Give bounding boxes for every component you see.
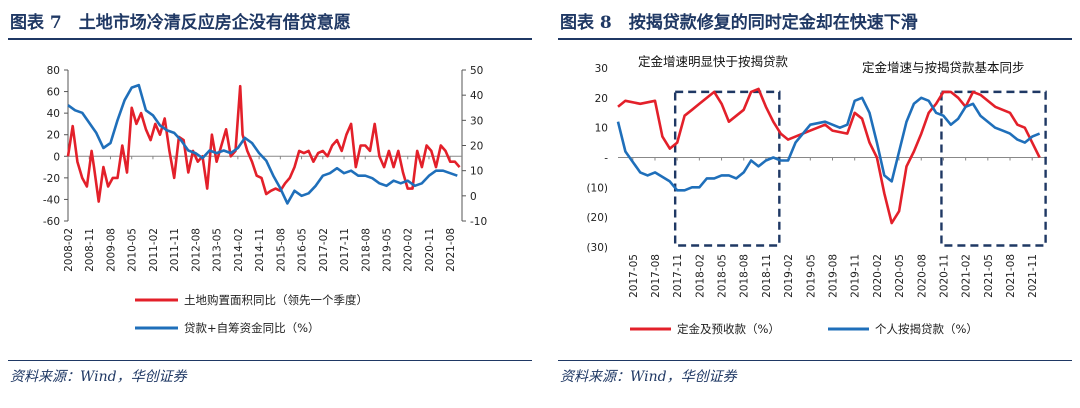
x-tick-label: 2018-11 [761,254,773,298]
y-tick-label-left: -60 [43,216,60,228]
land-loan-chart: -60 -40 -20 0 20 40 60 80 -10 0 10 20 30 40 50 2008-02 2… [43,65,487,335]
source-rule [8,360,532,361]
x-tick-label: 2009-08 [105,228,117,272]
x-tick-label: 2018-08 [360,228,372,272]
series-line-land [66,84,461,203]
x-tick-label: 2017-11 [339,228,351,272]
y-tick-label-right: 40 [470,90,483,102]
x-tick-label: 2019-05 [805,254,817,298]
chart-title: 图表 7 土地市场冷清反应房企没有借贷意愿 [10,13,351,33]
x-tick-label: 2020-11 [938,254,950,298]
series-line-mortgage [616,96,1041,192]
series-line-deposit [617,87,1041,225]
y-tick-label-left: 0 [53,151,60,163]
x-tick-label: 2017-02 [318,228,330,272]
y-tick-label-left: 40 [47,108,60,120]
annotation-label: 定金增速明显快于按揭贷款 [638,54,789,69]
highlight-box [673,90,781,247]
y-tick-label: (20) [586,212,608,224]
y-tick-label: 20 [595,93,608,105]
source-note: 资料来源：Wind，华创证券 [560,369,737,385]
y-tick-label-right: 30 [470,115,483,127]
x-tick-label: 2020-02 [872,254,884,298]
x-tick-label: 2021-08 [1005,254,1017,298]
x-tick-label: 2018-08 [739,254,751,298]
x-tick-label: 2017-11 [672,254,684,298]
title-rule [558,38,1072,40]
legend-label: 定金及预收款（%） [677,322,780,336]
source-rule [558,360,1072,361]
y-tick-label-left: -40 [43,194,60,206]
y-tick-label-right: 50 [470,65,483,77]
x-tick-label: 2020-11 [424,228,436,272]
x-tick-label: 2011-11 [169,228,181,272]
x-tick-label: 2008-02 [63,228,75,272]
y-tick-label-left: 80 [47,65,60,77]
x-tick-label: 2012-08 [190,228,202,272]
y-tick-label: (10) [586,182,608,194]
deposit-mortgage-chart: (30) (20) (10) - 10 20 30 2017-05 2017-08 2017-11… [586,54,1047,336]
x-tick-label: 2011-02 [148,228,160,272]
x-tick-label: 2021-05 [983,254,995,298]
legend-label: 贷款+自筹资金同比（%） [184,321,320,335]
y-tick-label-left: -20 [43,173,60,185]
x-tick-label: 2020-08 [916,254,928,298]
x-tick-label: 2019-08 [828,254,840,298]
y-tick-label: 10 [595,123,608,135]
y-tick-label: 30 [595,63,608,75]
chart-panel-left: 图表 7 土地市场冷清反应房企没有借贷意愿 -60 -40 -20 0 20 40 60 80… [8,13,532,385]
y-tick-label: (30) [586,242,608,254]
title-rule [8,38,532,40]
y-tick-label-left: 20 [47,130,60,142]
x-tick-label: 2017-08 [650,254,662,298]
chart-panel-right: 图表 8 按揭贷款修复的同时定金却在快速下滑 (30) (20) (10) - 10 20… [550,0,1080,408]
y-tick-label-right: 0 [470,191,477,203]
x-tick-label: 2015-08 [275,228,287,272]
x-tick-label: 2018-02 [694,254,706,298]
x-tick-label: 2016-05 [297,228,309,272]
x-tick-label: 2021-08 [445,228,457,272]
x-tick-label: 2021-11 [1027,254,1039,298]
annotation-label: 定金增速与按揭贷款基本同步 [862,60,1025,75]
y-tick-label-right: 20 [470,141,483,153]
chart-title: 图表 8 按揭贷款修复的同时定金却在快速下滑 [560,13,918,33]
x-tick-label: 2019-11 [850,254,862,298]
x-tick-label: 2014-11 [254,228,266,272]
x-tick-label: 2021-02 [961,254,973,298]
x-tick-label: 2010-05 [127,228,139,272]
x-tick-label: 2014-02 [233,228,245,272]
y-tick-label-left: 60 [47,87,60,99]
y-tick-label-right: -10 [470,216,487,228]
legend-label: 个人按揭贷款（%） [875,322,978,336]
x-tick-label: 2020-02 [403,228,415,272]
source-note: 资料来源：Wind，华创证券 [10,369,187,385]
legend-label: 土地购置面积同比（领先一个季度） [184,293,368,307]
x-tick-label: 2019-05 [382,228,394,272]
x-tick-label: 2020-05 [894,254,906,298]
highlight-box [940,90,1047,247]
x-tick-label: 2017-05 [628,254,640,298]
y-tick-label-right: 10 [470,166,483,178]
x-tick-label: 2008-11 [84,228,96,272]
y-tick-label: - [604,153,608,165]
x-tick-label: 2018-05 [717,254,729,298]
x-tick-label: 2019-02 [783,254,795,298]
x-tick-label: 2013-05 [212,228,224,272]
series-line-loan [67,83,458,205]
